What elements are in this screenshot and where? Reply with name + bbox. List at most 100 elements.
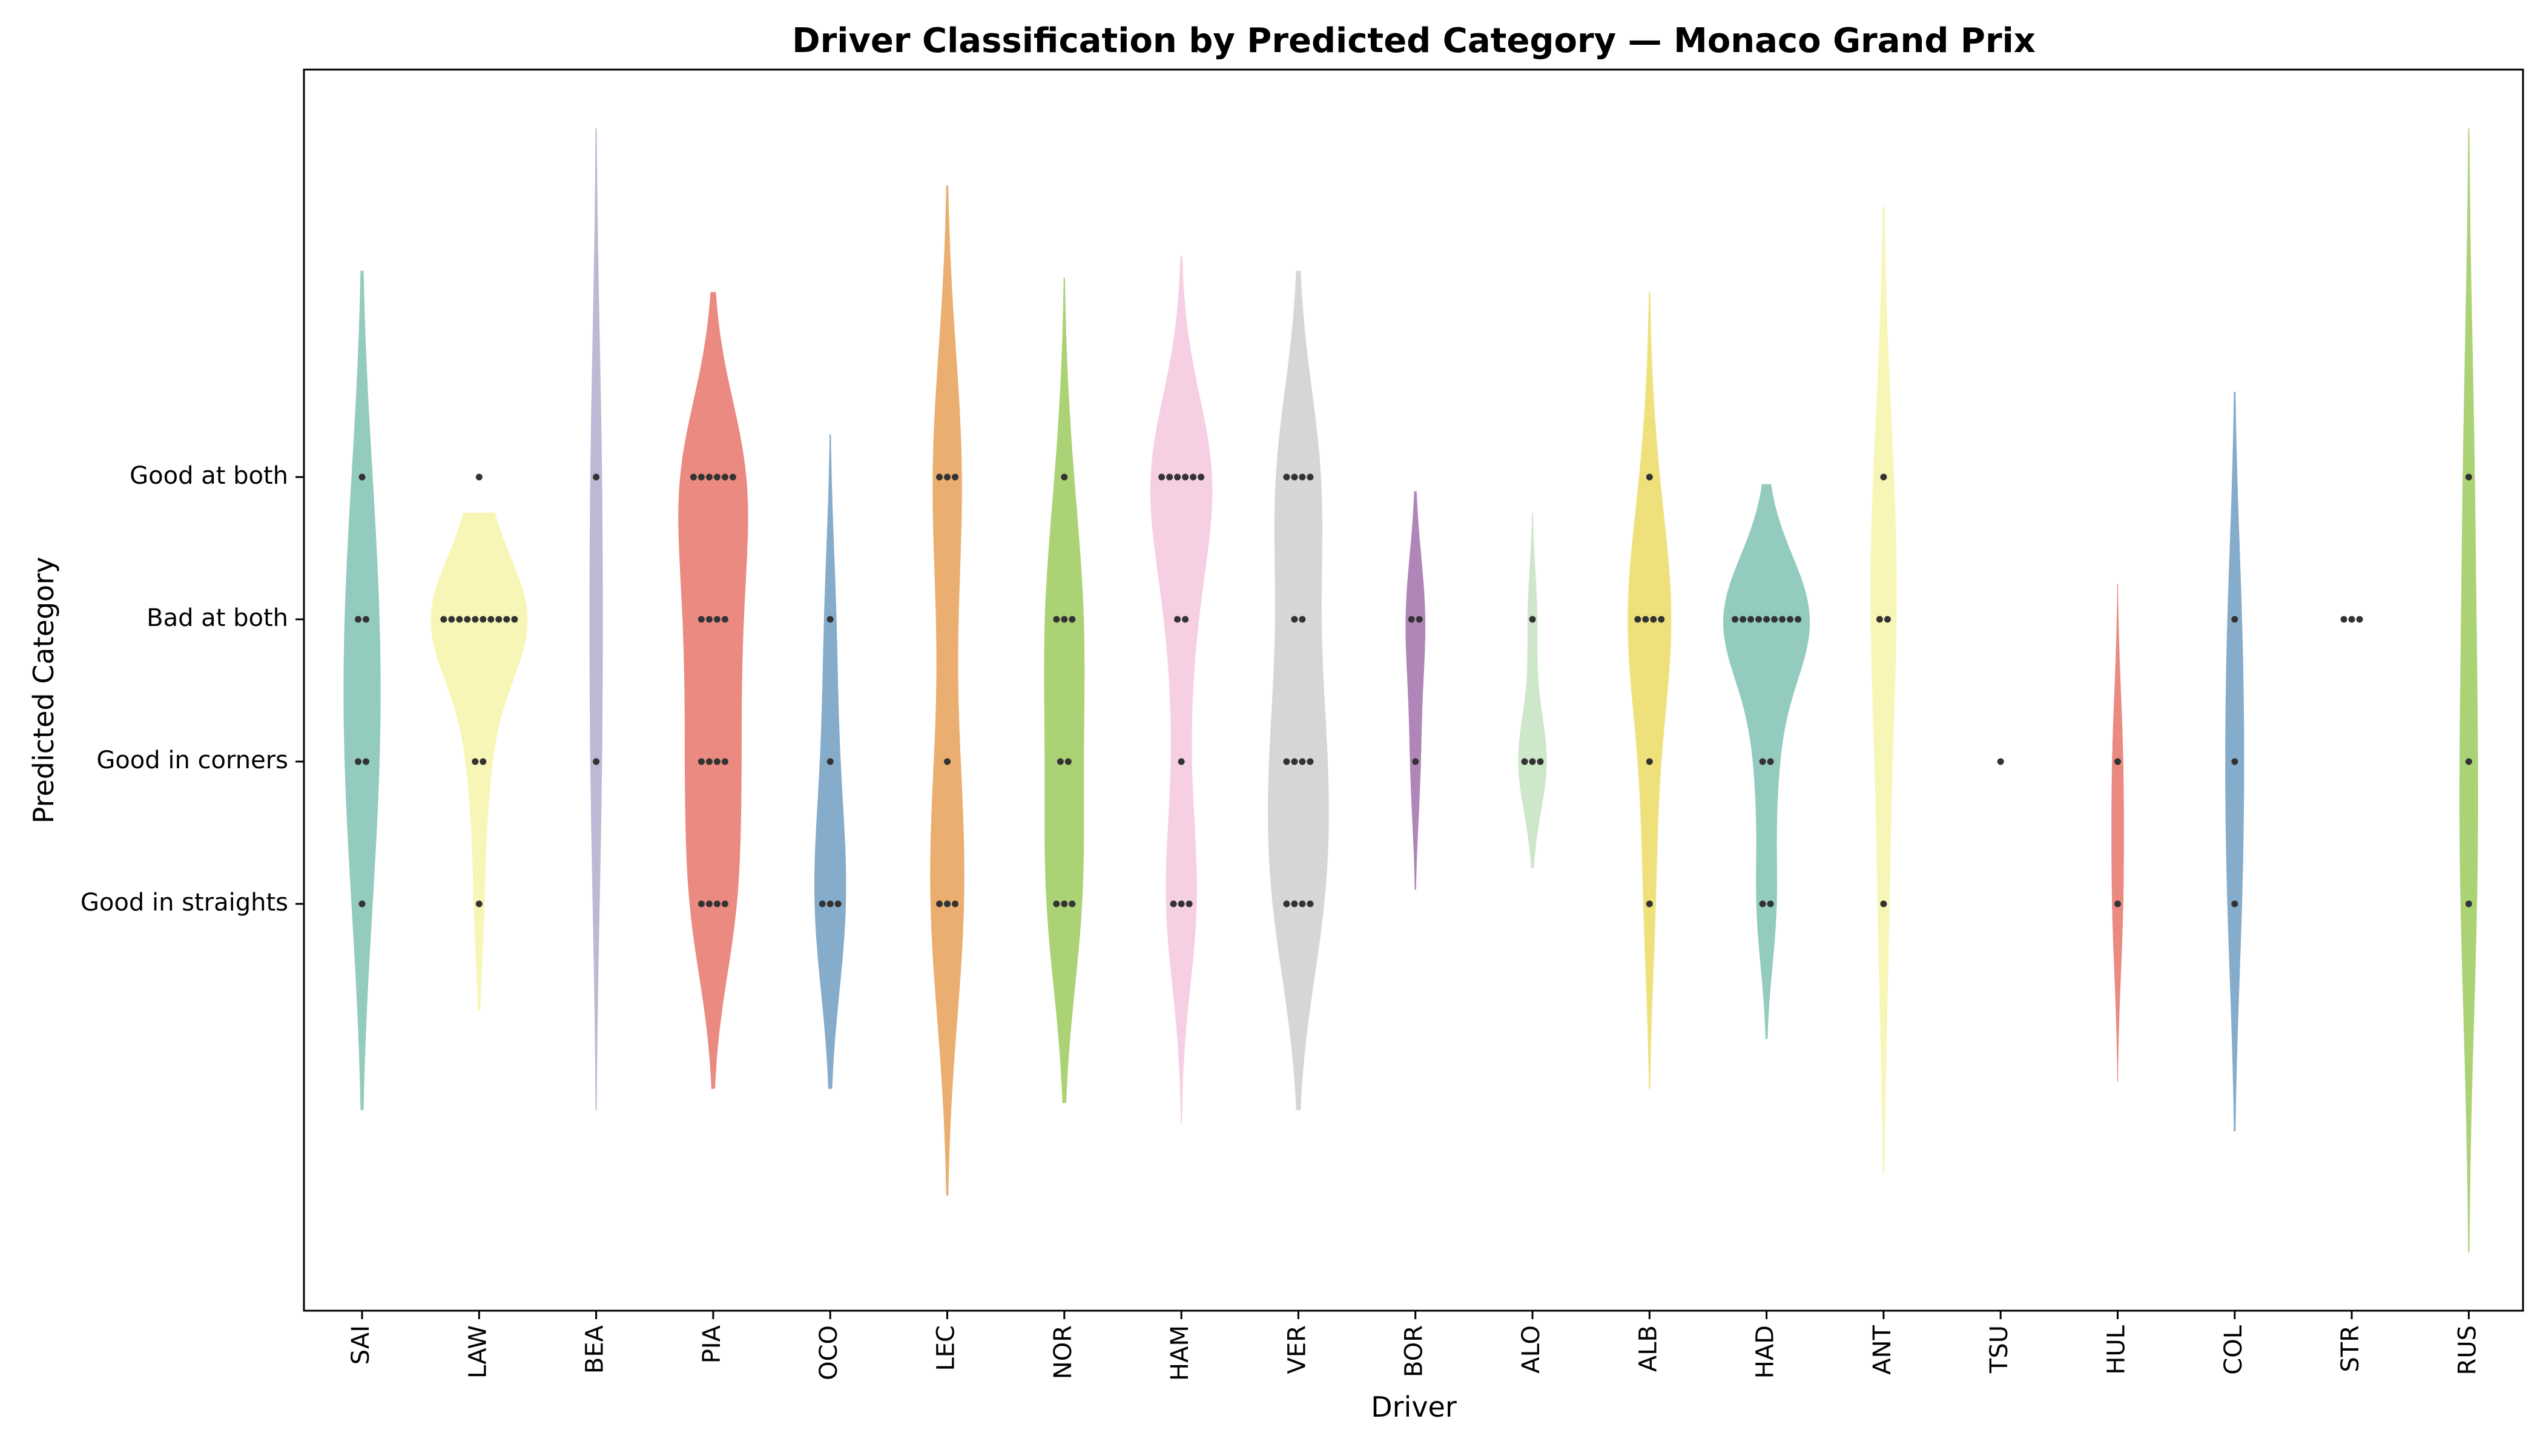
violin-nor [1044, 278, 1085, 1103]
y-tick-label-3: Good at both [130, 462, 288, 490]
violin-alo [1518, 512, 1547, 869]
dot-str-2-0 [2340, 616, 2347, 623]
violin-hul [2111, 584, 2124, 1082]
dot-alb-2-0 [1634, 616, 1641, 623]
violin-sai [343, 271, 381, 1110]
dot-ant-2-0 [1876, 616, 1883, 623]
dot-bor-2-0 [1408, 616, 1415, 623]
x-tick-label-hul: HUL [2103, 1325, 2131, 1374]
dot-pia-0-0 [698, 900, 705, 908]
dot-lec-3-1 [944, 473, 951, 481]
dot-col-2-0 [2231, 616, 2238, 623]
dot-law-2-1 [448, 616, 455, 623]
dots-layer [355, 473, 2472, 908]
plot-frame [303, 68, 2524, 1312]
dot-alo-1-2 [1537, 758, 1544, 765]
dot-rus-1-0 [2465, 758, 2472, 765]
x-tick-label-nor: NOR [1049, 1325, 1077, 1379]
dot-pia-2-0 [698, 616, 705, 623]
dot-sai-1-1 [363, 758, 369, 765]
dot-lec-0-2 [952, 900, 958, 908]
dot-ham-3-5 [1198, 473, 1205, 481]
x-tick-label-pia: PIA [698, 1325, 726, 1363]
dot-bea-1-0 [593, 758, 600, 765]
x-tick-label-bor: BOR [1400, 1325, 1428, 1377]
dot-hul-0-0 [2114, 900, 2121, 908]
dot-ant-2-1 [1884, 616, 1891, 623]
dot-had-2-4 [1763, 616, 1770, 623]
dot-law-2-9 [511, 616, 518, 623]
dot-pia-3-1 [698, 473, 705, 481]
dot-ver-1-0 [1283, 758, 1290, 765]
dot-had-2-3 [1755, 616, 1763, 623]
dot-pia-1-2 [713, 758, 721, 765]
dot-had-2-5 [1771, 616, 1778, 623]
dot-ham-3-2 [1174, 473, 1181, 481]
y-tick-label-1: Good in corners [96, 746, 288, 774]
dot-law-2-8 [503, 616, 510, 623]
dot-alb-0-0 [1646, 900, 1653, 908]
x-tick-label-law: LAW [464, 1325, 492, 1379]
dot-law-1-1 [480, 758, 487, 765]
dot-ver-1-3 [1307, 758, 1314, 765]
violin-lec [930, 185, 965, 1196]
dot-law-0-0 [475, 900, 483, 908]
dot-ver-2-1 [1299, 616, 1306, 623]
x-tick-label-lec: LEC [932, 1325, 960, 1371]
dot-tsu-1-0 [1997, 758, 2004, 765]
dot-bor-2-1 [1416, 616, 1423, 623]
dot-ham-2-1 [1182, 616, 1189, 623]
x-tick-label-alo: ALO [1517, 1325, 1545, 1374]
dot-law-2-7 [495, 616, 503, 623]
dot-alo-1-0 [1521, 758, 1528, 765]
dot-alb-2-1 [1642, 616, 1649, 623]
dot-had-2-1 [1740, 616, 1747, 623]
dot-nor-3-0 [1061, 473, 1068, 481]
x-tick-label-ant: ANT [1868, 1325, 1896, 1374]
x-tick-label-bea: BEA [581, 1325, 609, 1374]
dot-oco-0-0 [819, 900, 826, 908]
dot-alo-2-0 [1529, 616, 1536, 623]
dot-law-1-0 [472, 758, 479, 765]
dot-bea-3-0 [593, 473, 600, 481]
dot-pia-3-2 [705, 473, 713, 481]
dot-ver-1-1 [1291, 758, 1298, 765]
dot-ant-0-0 [1880, 900, 1887, 908]
dot-lec-0-1 [944, 900, 951, 908]
y-tick-label-0: Good in straights [81, 889, 288, 917]
dot-ham-0-2 [1186, 900, 1193, 908]
dot-ham-3-3 [1182, 473, 1189, 481]
dot-sai-2-0 [355, 616, 361, 623]
dot-had-1-0 [1759, 758, 1766, 765]
dot-ham-0-0 [1170, 900, 1177, 908]
x-tick-label-col: COL [2220, 1325, 2248, 1374]
y-tick-label-2: Bad at both [147, 604, 288, 632]
dot-ver-0-2 [1299, 900, 1306, 908]
x-tick-label-tsu: TSU [1985, 1325, 2013, 1374]
dot-law-2-5 [480, 616, 487, 623]
y-axis-label: Predicted Category [27, 557, 60, 824]
dot-ham-0-1 [1178, 900, 1185, 908]
dot-pia-1-0 [698, 758, 705, 765]
violins-layer [343, 128, 2478, 1253]
dot-law-2-4 [472, 616, 479, 623]
dot-alb-1-0 [1646, 758, 1653, 765]
dot-alb-2-2 [1650, 616, 1657, 623]
dot-col-0-0 [2231, 900, 2238, 908]
dot-lec-1-0 [944, 758, 951, 765]
dot-pia-3-0 [690, 473, 697, 481]
dot-pia-0-3 [721, 900, 728, 908]
dot-nor-0-1 [1061, 900, 1068, 908]
dot-pia-1-3 [721, 758, 728, 765]
dot-had-2-8 [1795, 616, 1802, 623]
dot-had-2-7 [1787, 616, 1794, 623]
dot-pia-3-5 [729, 473, 736, 481]
dot-oco-1-0 [826, 758, 834, 765]
dot-oco-0-1 [826, 900, 834, 908]
dot-nor-1-1 [1064, 758, 1072, 765]
dot-ham-2-0 [1174, 616, 1181, 623]
dot-pia-1-1 [705, 758, 713, 765]
dot-col-1-0 [2231, 758, 2238, 765]
dot-law-2-3 [464, 616, 471, 623]
